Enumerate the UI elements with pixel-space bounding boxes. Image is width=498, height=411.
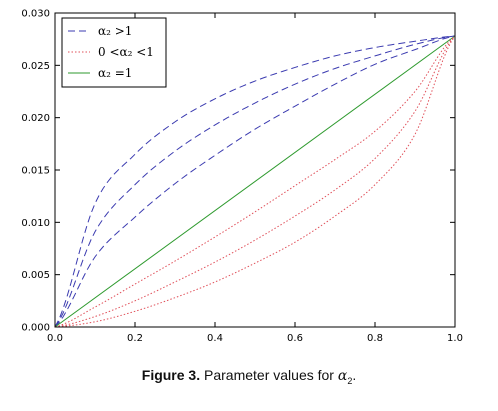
series-layer [54,35,456,328]
x-tick-label: 0.4 [207,333,223,344]
x-tick-label: 1.0 [447,333,463,344]
series-line-dashed-0 [54,35,456,328]
chart: 0.0 0.2 0.4 0.6 0.8 1.0 0.000 0.005 0.010 0.015 0.… [21,9,463,345]
series-line-dashed-1 [54,35,456,328]
figure-caption: Figure 3. Parameter values for α2. [0,367,498,386]
x-tick-label: 0.2 [127,333,143,344]
legend-label-solid: α₂ =1 [98,66,132,80]
series-line-dashed-2 [54,35,456,328]
series-line-solid-3 [54,35,456,328]
caption-text: Parameter values for [204,367,334,383]
y-tick-label: 0.025 [21,61,50,72]
y-tick-label: 0.005 [21,270,50,281]
legend-label-dotted: 0 <α₂ <1 [98,45,154,59]
y-tick-label: 0.000 [21,323,50,334]
series-line-dotted-4 [54,35,456,328]
x-tick-label: 0.6 [287,333,303,344]
caption-subscript: 2 [347,375,353,386]
y-tick-label: 0.020 [21,113,50,124]
x-tick-label: 0.0 [47,333,63,344]
caption-end: . [352,367,357,383]
y-tick-label: 0.015 [21,166,50,177]
legend: α₂ >1 0 <α₂ <1 α₂ =1 [61,17,167,88]
caption-symbol: α [337,368,348,384]
y-tick-label: 0.010 [21,218,50,229]
series-line-dotted-6 [54,35,456,328]
y-tick-label: 0.030 [21,9,50,20]
x-tick-label: 0.8 [367,333,383,344]
legend-label-dashed: α₂ >1 [98,24,132,38]
tick-layer: 0.0 0.2 0.4 0.6 0.8 1.0 0.000 0.005 0.010 0.015 0.… [21,9,463,345]
caption-label: Figure 3. [141,367,201,383]
